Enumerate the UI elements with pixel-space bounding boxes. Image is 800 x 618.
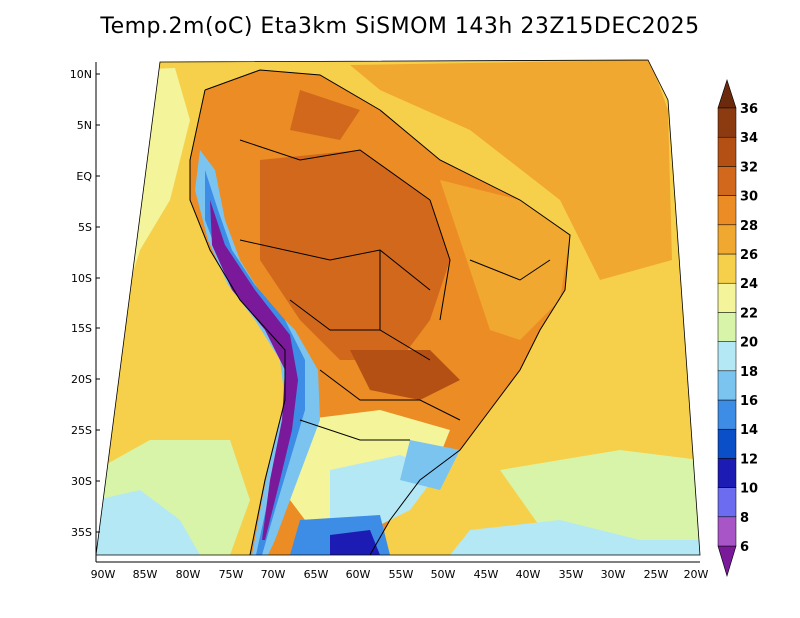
colorbar-top-arrow (717, 79, 737, 109)
lon-label-20w: 20W (684, 568, 709, 581)
lat-label-30s: 30S (71, 475, 92, 488)
colorbar-segment (717, 428, 737, 459)
land-cooler-southeast (400, 440, 460, 490)
colorbar-bottom-arrow (717, 545, 737, 578)
lat-label-35s: 35S (71, 526, 92, 539)
colorbar-label: 12 (740, 452, 758, 467)
lon-label-75w: 75W (219, 568, 244, 581)
lon-label-60w: 60W (346, 568, 371, 581)
colorbar-label: 14 (740, 423, 758, 438)
latitude-axis: 10N 5N EQ 5S 10S 15S 20S 25S 30S 35S (70, 68, 100, 539)
colorbar-segment (717, 136, 737, 167)
lat-label-5n: 5N (77, 119, 92, 132)
lat-label-10n: 10N (70, 68, 92, 81)
longitude-axis: 90W 85W 80W 75W 70W 65W 60W 55W 50W 45W … (91, 568, 709, 581)
colorbar-segment (717, 282, 737, 313)
lon-label-25w: 25W (644, 568, 669, 581)
temperature-field (96, 60, 700, 555)
colorbar-segment (717, 166, 737, 196)
land-hot-north (290, 90, 360, 140)
land-hottest-area (350, 350, 460, 400)
lon-label-45w: 45W (474, 568, 499, 581)
colorbar-label: 24 (740, 277, 758, 292)
lat-label-15s: 15S (71, 322, 92, 335)
colorbar-label: 22 (740, 306, 758, 321)
lon-label-55w: 55W (389, 568, 414, 581)
colorbar-label: 18 (740, 365, 758, 380)
lon-label-80w: 80W (176, 568, 201, 581)
colorbar-segment (717, 253, 737, 284)
lon-label-35w: 35W (559, 568, 584, 581)
lat-label-eq: EQ (76, 170, 92, 183)
colorbar-label: 30 (740, 190, 758, 205)
map-frame (95, 59, 701, 556)
colorbar-segment (717, 516, 737, 547)
colorbar-label: 20 (740, 336, 758, 351)
andes-coldest-band (210, 200, 298, 540)
colorbar-label: 16 (740, 394, 758, 409)
colorbar-segment (717, 312, 737, 342)
lon-label-50w: 50W (431, 568, 456, 581)
south-pacific-cool (96, 490, 200, 555)
land-coldest-south (330, 530, 380, 555)
colorbar-label: 6 (740, 540, 749, 555)
colorbar-segment (717, 224, 737, 255)
colorbar-label: 8 (740, 511, 749, 526)
colorbar-label: 26 (740, 248, 758, 263)
colorbar-segment (717, 107, 737, 138)
colorbar-segment (717, 195, 737, 226)
country-borders (189, 69, 571, 555)
lon-label-65w: 65W (304, 568, 329, 581)
colorbar-label: 34 (740, 131, 758, 146)
colorbar-label: 10 (740, 482, 758, 497)
lon-label-70w: 70W (261, 568, 286, 581)
colorbar-label: 28 (740, 219, 758, 234)
lon-label-90w: 90W (91, 568, 116, 581)
atlantic-warm-water (350, 60, 672, 280)
lon-label-30w: 30W (601, 568, 626, 581)
map-title: Temp.2m(oC) Eta3km SiSMOM 143h 23Z15DEC2… (100, 14, 700, 39)
lon-label-85w: 85W (133, 568, 158, 581)
colorbar-label: 32 (740, 160, 758, 175)
colorbar-segment (717, 399, 737, 430)
colorbar-segment (717, 341, 737, 372)
colorbar-segment (717, 370, 737, 401)
lat-label-20s: 20S (71, 373, 92, 386)
south-atlantic-cool (450, 520, 700, 555)
colorbar-segment (717, 487, 737, 518)
lon-label-40w: 40W (516, 568, 541, 581)
lat-label-10s: 10S (71, 272, 92, 285)
colorbar-segment (717, 458, 737, 488)
colorbar-label: 36 (740, 102, 758, 117)
land-warm-east (440, 180, 570, 340)
lat-label-5s: 5S (78, 221, 92, 234)
colorbar: 6 8 10 12 14 16 18 20 22 24 26 28 30 32 34 36 (717, 79, 758, 578)
lat-label-25s: 25S (71, 424, 92, 437)
